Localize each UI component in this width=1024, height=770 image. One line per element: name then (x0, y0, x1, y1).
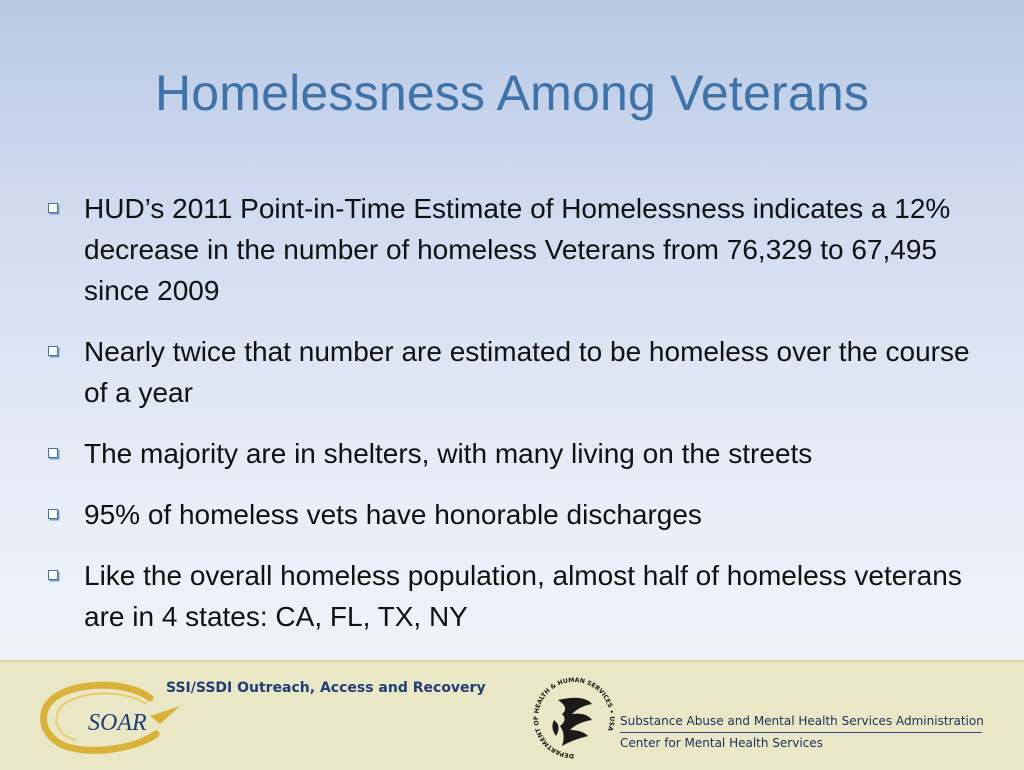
square-bullet-icon (48, 570, 58, 580)
bullet-item: Like the overall homeless population, al… (46, 555, 996, 637)
square-bullet-icon (48, 448, 58, 458)
square-bullet-icon (48, 203, 58, 213)
bullet-item: 95% of homeless vets have honorable disc… (46, 494, 996, 535)
bullet-text: HUD’s 2011 Point-in-Time Estimate of Hom… (84, 193, 951, 306)
bullet-list: HUD’s 2011 Point-in-Time Estimate of Hom… (46, 188, 996, 657)
bullet-item: Nearly twice that number are estimated t… (46, 331, 996, 413)
samhsa-name: Substance Abuse and Mental Health Servic… (620, 714, 984, 733)
bullet-item: The majority are in shelters, with many … (46, 433, 996, 474)
samhsa-text: Substance Abuse and Mental Health Servic… (620, 714, 984, 750)
square-bullet-icon (48, 346, 58, 356)
square-bullet-icon (48, 509, 58, 519)
bullet-text: The majority are in shelters, with many … (84, 438, 813, 469)
soar-tagline: SSI/SSDI Outreach, Access and Recovery (166, 680, 486, 696)
bullet-text: 95% of homeless vets have honorable disc… (84, 499, 702, 530)
bullet-text: Nearly twice that number are estimated t… (84, 336, 970, 408)
footer-banner: SOAR SSI/SSDI Outreach, Access and Recov… (0, 660, 1024, 770)
soar-logo-text: SOAR (88, 710, 147, 736)
slide-area: Homelessness Among Veterans HUD’s 2011 P… (0, 0, 1024, 660)
cmhs-name: Center for Mental Health Services (620, 736, 823, 750)
soar-logo: SOAR (40, 681, 180, 754)
bullet-item: HUD’s 2011 Point-in-Time Estimate of Hom… (46, 188, 996, 311)
bullet-text: Like the overall homeless population, al… (84, 560, 962, 632)
hhs-seal-icon: DEPARTMENT OF HEALTH & HUMAN SERVICES • … (533, 677, 615, 759)
slide-title: Homelessness Among Veterans (154, 65, 870, 121)
